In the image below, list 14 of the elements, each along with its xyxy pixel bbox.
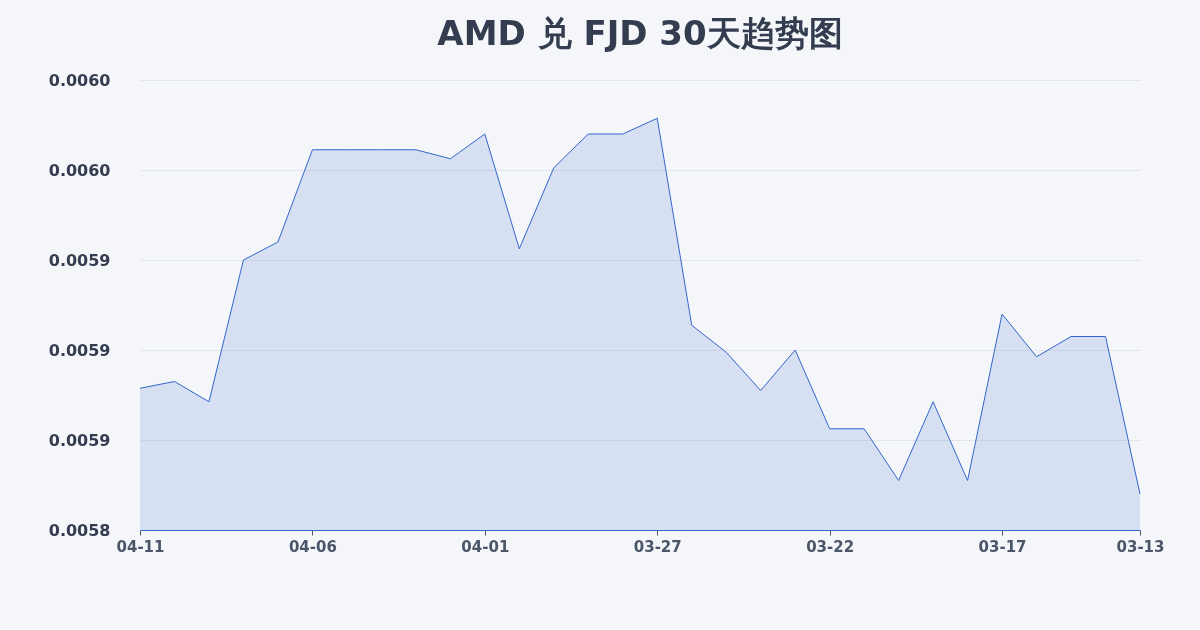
x-tick-label: 03-22: [806, 537, 855, 556]
x-tick-label: 03-17: [978, 537, 1027, 556]
x-tick-label: 03-27: [633, 537, 682, 556]
x-tick-label: 04-01: [461, 537, 510, 556]
y-tick-label: 0.0060: [48, 160, 111, 180]
y-tick-label: 0.0059: [48, 250, 111, 270]
x-tick-label: 04-11: [116, 537, 165, 556]
x-tick-label: 04-06: [288, 537, 337, 556]
y-tick-label: 0.0058: [48, 520, 111, 540]
chart-title: AMD 兑 FJD 30天趋势图: [437, 13, 843, 53]
y-tick-label: 0.0060: [48, 70, 111, 90]
y-tick-label: 0.0059: [48, 340, 111, 360]
x-tick-label: 03-13: [1116, 537, 1165, 556]
y-tick-label: 0.0059: [48, 430, 111, 450]
